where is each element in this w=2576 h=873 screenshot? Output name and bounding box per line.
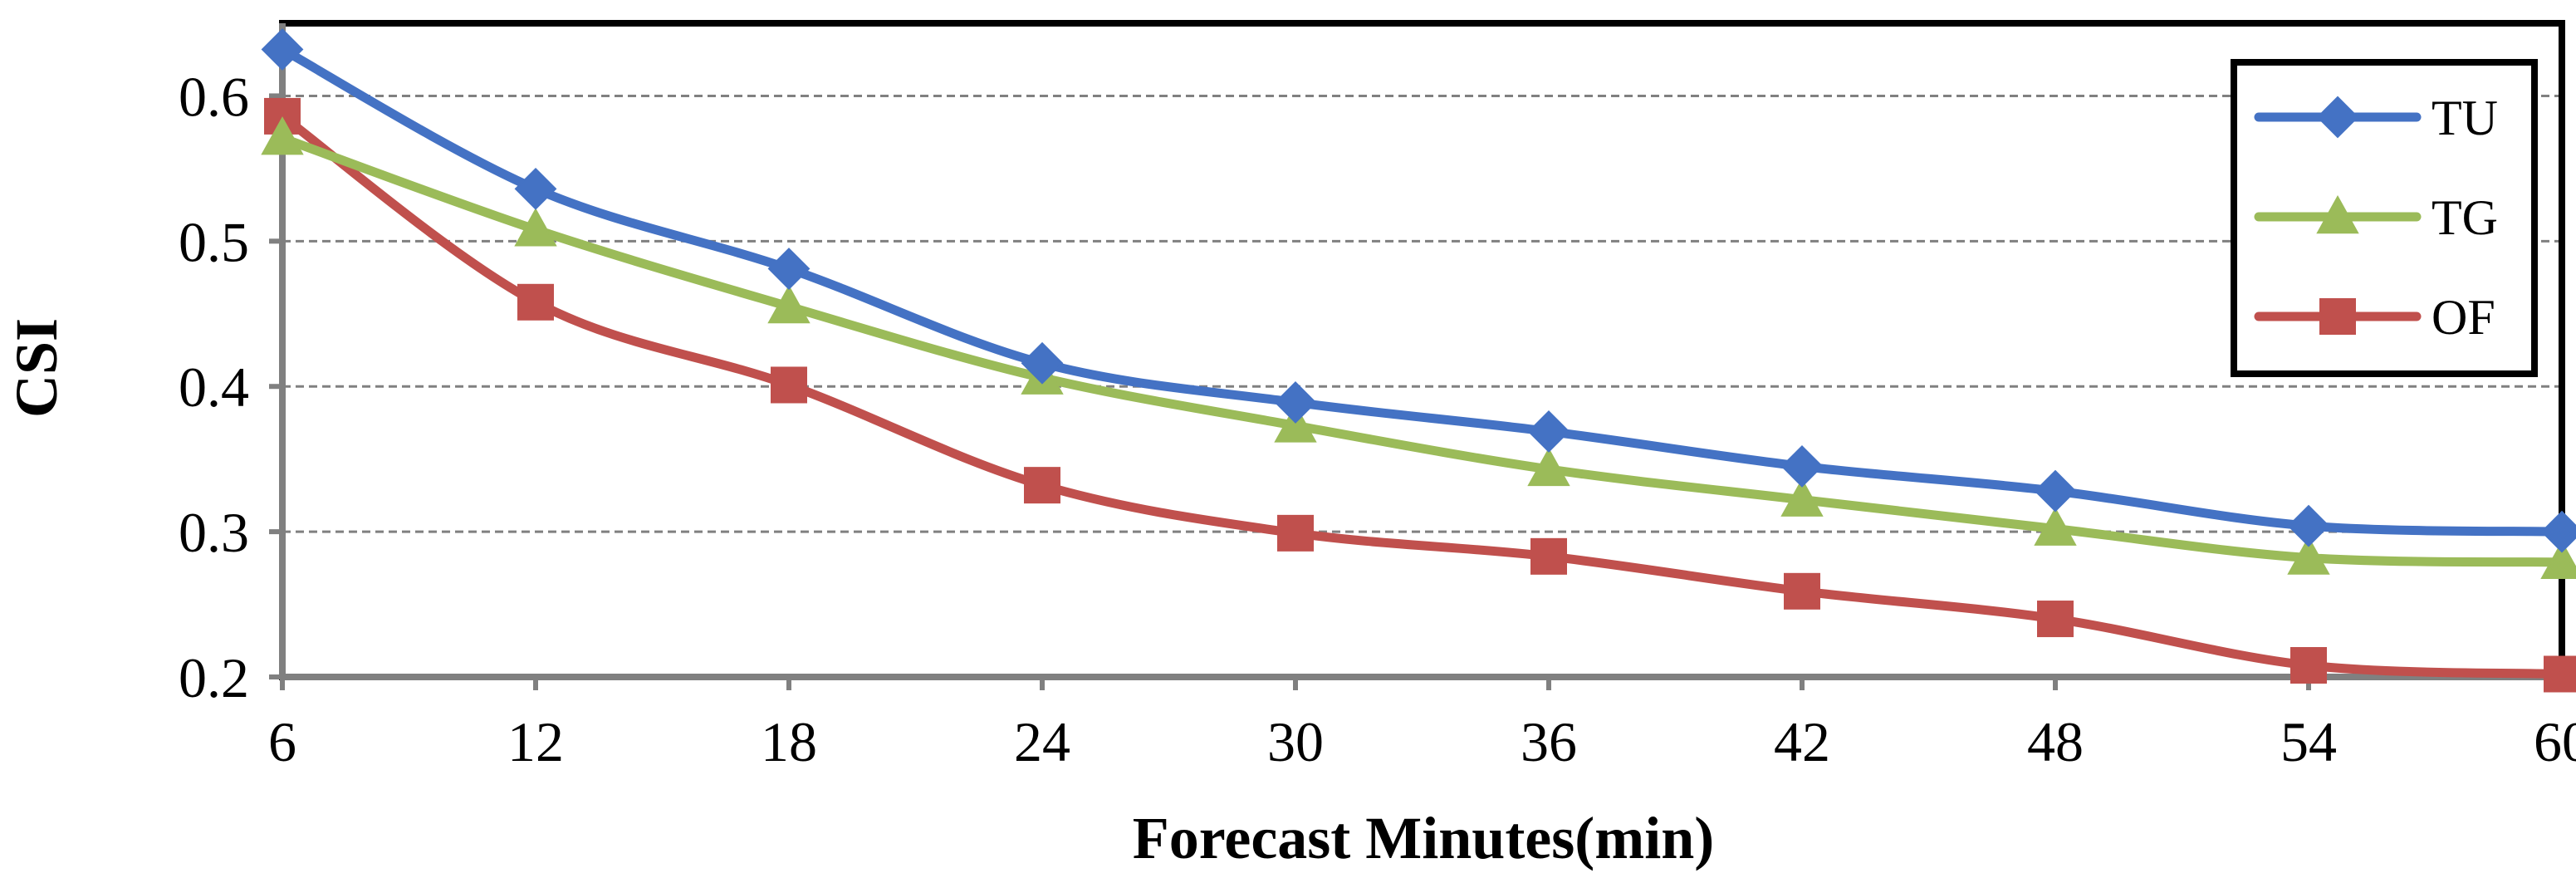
data-point-of-12	[517, 283, 554, 321]
data-point-of-24	[1024, 467, 1060, 504]
x-tick-label: 42	[1774, 710, 1830, 773]
y-tick-label: 0.5	[179, 210, 249, 273]
data-point-tu-48	[2034, 469, 2077, 513]
legend-label-of: OF	[2432, 290, 2495, 345]
y-tick-label: 0.6	[179, 65, 249, 128]
x-tick-label: 30	[1267, 710, 1324, 773]
data-point-of-18	[771, 366, 807, 404]
data-point-tg-6	[261, 116, 304, 155]
data-point-tg-18	[767, 284, 811, 324]
legend-marker-tg	[2316, 194, 2359, 234]
legend-marker-of	[2319, 298, 2356, 335]
data-point-tu-30	[1274, 381, 1317, 424]
data-point-of-36	[1530, 537, 1567, 575]
data-point-of-42	[1784, 572, 1820, 610]
grid-layer	[282, 94, 2562, 533]
data-point-tu-60	[2540, 510, 2576, 553]
data-point-tg-54	[2287, 536, 2330, 575]
data-point-tu-36	[1527, 410, 1570, 453]
x-axis-title: Forecast Minutes(min)	[1133, 805, 1715, 871]
data-point-tg-42	[1780, 478, 1824, 517]
data-point-tu-24	[1021, 341, 1064, 385]
data-point-tu-42	[1780, 444, 1824, 488]
series-line-tu	[277, 44, 2567, 537]
legend-marker-tu	[2316, 96, 2359, 139]
series-line-of	[277, 111, 2567, 679]
y-tick-label: 0.3	[179, 501, 249, 564]
x-tick-label: 48	[2027, 710, 2084, 773]
x-tick-label: 18	[761, 710, 817, 773]
data-point-tu-12	[514, 167, 557, 210]
x-tick-label: 36	[1521, 710, 1577, 773]
x-tick-label: 12	[507, 710, 564, 773]
data-point-tu-54	[2287, 504, 2330, 547]
plot-area-frame	[279, 20, 2565, 680]
data-point-tg-60	[2540, 540, 2576, 580]
x-tick-label: 60	[2534, 710, 2576, 773]
series-tg	[261, 116, 2576, 580]
legend-label-tg: TG	[2432, 190, 2498, 245]
y-tick-label: 0.4	[179, 356, 249, 419]
data-point-tu-6	[261, 28, 304, 71]
data-point-tg-30	[1274, 404, 1317, 443]
tick-layer: 0.2 0.3 0.4 0.5 0.6 6 12 18 24 30 36 42 48 54 60	[179, 65, 2576, 773]
series-layer	[261, 28, 2576, 693]
x-tick-label: 54	[2280, 710, 2337, 773]
legend: TU TG OF	[2231, 59, 2538, 377]
data-point-of-48	[2037, 601, 2074, 638]
data-point-tg-12	[514, 208, 557, 247]
data-point-tg-48	[2034, 507, 2077, 546]
y-axis-title: CSI	[3, 318, 70, 418]
legend-label-tu: TU	[2432, 91, 2498, 145]
series-line-tg	[277, 133, 2567, 567]
data-point-tu-18	[767, 248, 811, 290]
y-tick-label: 0.2	[179, 646, 249, 709]
data-point-of-30	[1277, 514, 1314, 552]
series-tu	[261, 28, 2576, 553]
data-point-of-54	[2290, 647, 2327, 684]
x-tick-label: 6	[268, 710, 296, 773]
data-point-tg-36	[1527, 447, 1570, 487]
data-point-of-60	[2544, 655, 2576, 693]
x-tick-label: 24	[1014, 710, 1070, 773]
series-of	[264, 97, 2576, 693]
